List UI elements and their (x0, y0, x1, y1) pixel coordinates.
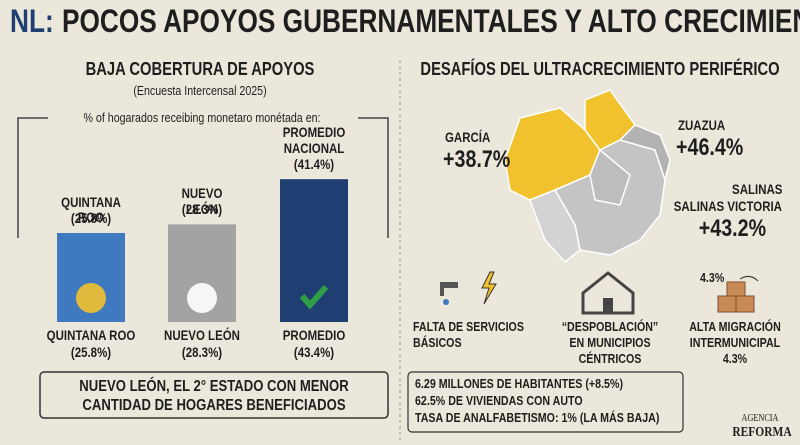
map-value: +46.4% (676, 134, 744, 161)
bar-value-label: (41.4%) (293, 156, 335, 173)
title: POCOS APOYOS GUBERNAMENTALES Y ALTO CREC… (62, 3, 800, 39)
map-east (618, 124, 671, 183)
icon-label: CÉNTRICOS (578, 351, 642, 366)
highlight-text: NUEVO LEÓN, EL 2° ESTADO CON MENOR (79, 378, 349, 395)
icons (440, 271, 759, 315)
map-label: GARCÍA (445, 129, 491, 145)
highlight-text: CANTIDAD DE HOGARES BENEFICIADOS (82, 397, 346, 414)
bar-category: QUINTANA ROO (61, 193, 121, 226)
icon-label: 4.3% (722, 351, 748, 366)
bottom-category: QUINTANA ROO (46, 327, 136, 343)
bar-category: NUEVO LEÓN (181, 185, 223, 217)
bottom-category: NUEVO LEÓN (164, 327, 240, 343)
icon-label: FALTA DE SERVICIOS (413, 319, 524, 334)
icon-tag: 4.3% (700, 270, 725, 285)
map-value: +43.2% (698, 215, 766, 242)
box-icon (717, 295, 737, 313)
bracket (17, 117, 389, 238)
logo-top: AGENCIA (741, 413, 779, 424)
stat-line: 6.29 MILLONES DE HABITANTES (+8.5%) (415, 376, 624, 391)
highlight-box (39, 371, 389, 419)
icon-label: EN MUNICIPIOS (569, 335, 651, 350)
stats-box (407, 371, 684, 433)
logo-bottom: REFORMA (732, 425, 792, 440)
bottom-value: (28.3%) (181, 344, 223, 360)
map-south (529, 189, 581, 264)
stat-line: 62.5% DE VIVIENDAS CON AUTO (415, 393, 583, 408)
bar-category: PROMEDIO NACIONAL (282, 124, 346, 156)
chart-note: % of hogarados receibing monetaro monéta… (80, 110, 324, 126)
bar-icon (187, 283, 217, 313)
check-icon (299, 285, 329, 310)
right-title: DESAFÍOS DEL ULTRACRECIMIENTO PERIFÉRICO (420, 59, 780, 79)
box-icon (726, 281, 746, 297)
bar-value-label: (28.3%) (181, 201, 223, 218)
arrow-icon (739, 275, 759, 282)
faucet-icon (440, 282, 458, 296)
bar-icon (76, 283, 106, 313)
bolt-icon (481, 271, 497, 305)
map-value: +38.7% (443, 146, 511, 173)
map-core (589, 148, 631, 206)
box-icon (735, 295, 755, 313)
map-label: ZUAZUA (678, 117, 726, 133)
map-label: SALINAS VICTORIA (673, 198, 782, 214)
chart-subtitle: (Encuesta Intercensal 2025) (133, 83, 267, 98)
icon-label: ALTA MIGRACIÓN (689, 319, 781, 334)
stat-line: TASA DE ANALFABETISMO: 1% (LA MÁS BAJA) (415, 410, 660, 425)
map-label: SALINAS (731, 181, 782, 197)
bottom-value: (43.4%) (293, 344, 335, 360)
title-prefix: NL: (10, 3, 54, 39)
icon-label: BÁSICOS (413, 335, 462, 350)
bottom-value: (25.8%) (70, 344, 112, 360)
chart-title: BAJA COBERTURA DE APOYOS (85, 59, 315, 79)
water-drop (443, 299, 449, 305)
bar-value-label: (25.8%) (70, 209, 112, 226)
bottom-category: PROMEDIO (282, 327, 346, 343)
house-icon (581, 271, 635, 315)
map (504, 89, 671, 264)
icon-label: INTERMUNICIPAL (689, 335, 781, 350)
icon-label: “DESPOBLACIÓN” (561, 319, 659, 334)
house-door (603, 298, 613, 313)
